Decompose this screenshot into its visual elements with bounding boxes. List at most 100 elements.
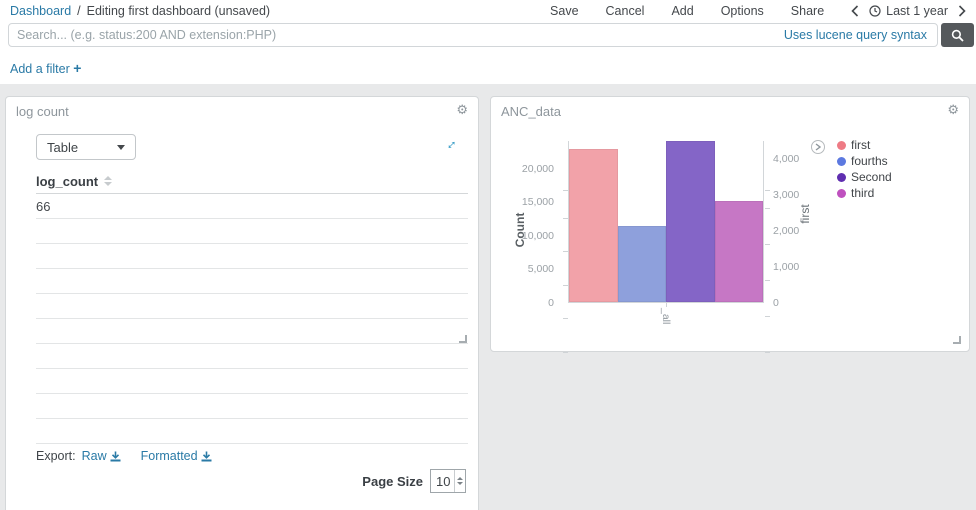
- table-row: [36, 219, 468, 244]
- view-mode-value: Table: [47, 139, 79, 155]
- resize-handle[interactable]: [953, 336, 961, 344]
- search-icon: [951, 29, 964, 42]
- table-row: [36, 369, 468, 394]
- top-menu: Save Cancel Add Options Share Last 1 year: [550, 4, 966, 18]
- legend-item-second[interactable]: Second: [837, 169, 892, 185]
- axis-tick-label: 2,000: [773, 225, 800, 237]
- time-forward-button[interactable]: [958, 5, 966, 17]
- legend-item-first[interactable]: first: [837, 137, 892, 153]
- menu-item-add[interactable]: Add: [671, 4, 694, 18]
- search-box: Uses lucene query syntax: [8, 23, 938, 47]
- export-raw-link[interactable]: Raw: [82, 449, 121, 463]
- dashboard-grid: log count ⚙ Table ↕ log_count 66 Export:…: [0, 84, 976, 510]
- chevron-right-icon: [815, 143, 821, 151]
- right-axis-ticks: 0 1,000 2,000 3,000 4,000: [770, 141, 815, 309]
- export-formatted-link[interactable]: Formatted: [141, 449, 212, 463]
- search-button[interactable]: [941, 23, 974, 47]
- menu-item-share[interactable]: Share: [790, 4, 825, 18]
- table-row: [36, 394, 468, 419]
- legend-toggle-button[interactable]: [811, 140, 825, 154]
- menu-item-save[interactable]: Save: [550, 4, 579, 18]
- legend-label: third: [851, 186, 875, 200]
- breadcrumb-separator: /: [77, 4, 81, 18]
- filter-bar: Add a filter +: [0, 49, 976, 84]
- export-raw-label: Raw: [81, 449, 107, 463]
- axis-tick-label: 10,000: [521, 229, 554, 242]
- page-size-value: 10: [436, 473, 451, 489]
- left-axis-ticks: 0 5,000 10,000 15,000 20,000: [491, 141, 562, 309]
- page-size-input[interactable]: 10: [430, 469, 466, 493]
- panel-log-count: log count ⚙ Table ↕ log_count 66 Export:…: [5, 96, 479, 510]
- axis-tick-label: 0: [773, 297, 779, 309]
- legend-items: first fourths Second third: [837, 137, 892, 201]
- panel-title: ANC_data: [501, 104, 561, 119]
- time-back-button[interactable]: [851, 5, 859, 17]
- axis-tick-label: 15,000: [521, 196, 554, 209]
- bar-third[interactable]: [714, 200, 763, 302]
- axis-tick-label: 5,000: [527, 263, 554, 276]
- breadcrumb-current: Editing first dashboard (unsaved): [86, 4, 271, 18]
- page-size-control: Page Size 10: [362, 469, 466, 493]
- resize-handle[interactable]: [459, 335, 467, 343]
- bar-fourths[interactable]: [617, 225, 666, 302]
- number-spinner[interactable]: [454, 470, 465, 492]
- axis-tick-label: 1,000: [773, 261, 800, 273]
- gear-icon[interactable]: ⚙: [456, 102, 468, 117]
- clock-icon: [869, 5, 881, 17]
- legend-label: Second: [851, 170, 892, 184]
- legend-dot: [837, 156, 846, 166]
- search-input[interactable]: [9, 28, 774, 42]
- menu-item-options[interactable]: Options: [720, 4, 764, 18]
- lucene-syntax-link[interactable]: Uses lucene query syntax: [783, 28, 927, 42]
- view-mode-dropdown[interactable]: Table: [36, 134, 136, 160]
- legend-dot: [837, 188, 846, 198]
- download-icon: [110, 451, 121, 461]
- bars-container: [569, 141, 763, 302]
- table-row: 66: [36, 194, 468, 219]
- bar-chart: Count first 0 5,000 10,000 15,000 20,000 0 1,…: [491, 97, 971, 353]
- x-tick-mark: [666, 303, 667, 307]
- menu-item-cancel[interactable]: Cancel: [605, 4, 645, 18]
- top-nav: Dashboard / Editing first dashboard (uns…: [0, 0, 976, 22]
- legend-dot: [837, 140, 846, 150]
- axis-tick-mark: [563, 251, 568, 253]
- x-tick-label: _all: [660, 308, 672, 325]
- gear-icon[interactable]: ⚙: [947, 102, 959, 117]
- download-icon: [201, 451, 212, 461]
- expand-icon[interactable]: ↕: [444, 135, 461, 153]
- breadcrumb: Dashboard / Editing first dashboard (uns…: [10, 4, 270, 18]
- table-body: 66: [36, 194, 468, 444]
- table-row: [36, 319, 468, 344]
- bar-second[interactable]: [666, 141, 715, 302]
- table-header[interactable]: log_count: [36, 169, 468, 194]
- axis-tick-mark: [765, 316, 770, 317]
- search-bar: Uses lucene query syntax: [0, 22, 976, 49]
- column-header-label: log_count: [36, 173, 99, 189]
- sort-icon: [104, 176, 113, 186]
- plot-area: [568, 141, 764, 303]
- plus-icon: +: [73, 60, 82, 76]
- table-row: [36, 419, 468, 444]
- legend-item-third[interactable]: third: [837, 185, 892, 201]
- bar-first[interactable]: [569, 149, 618, 302]
- panel-anc-data: ANC_data ⚙ Count first 0 5,000 10,000 15,00…: [490, 96, 971, 353]
- legend-label: fourths: [851, 154, 888, 168]
- log-count-table: log_count 66: [36, 169, 468, 444]
- axis-tick-mark: [563, 318, 568, 320]
- table-row: [36, 269, 468, 294]
- table-row: [36, 344, 468, 369]
- add-filter-button[interactable]: Add a filter +: [10, 60, 81, 76]
- breadcrumb-dashboard-link[interactable]: Dashboard: [10, 4, 72, 18]
- axis-tick-label: 3,000: [773, 189, 800, 201]
- time-range-button[interactable]: Last 1 year: [869, 4, 948, 18]
- export-label: Export:: [36, 449, 76, 463]
- legend-dot: [837, 172, 846, 182]
- axis-tick-mark: [563, 352, 568, 353]
- legend-label: first: [851, 138, 871, 152]
- export-formatted-label: Formatted: [140, 449, 198, 463]
- legend-item-fourths[interactable]: fourths: [837, 153, 892, 169]
- panel-title: log count: [16, 104, 69, 119]
- axis-tick-mark: [765, 208, 770, 209]
- axis-tick-label: 0: [548, 297, 554, 309]
- table-row: [36, 244, 468, 269]
